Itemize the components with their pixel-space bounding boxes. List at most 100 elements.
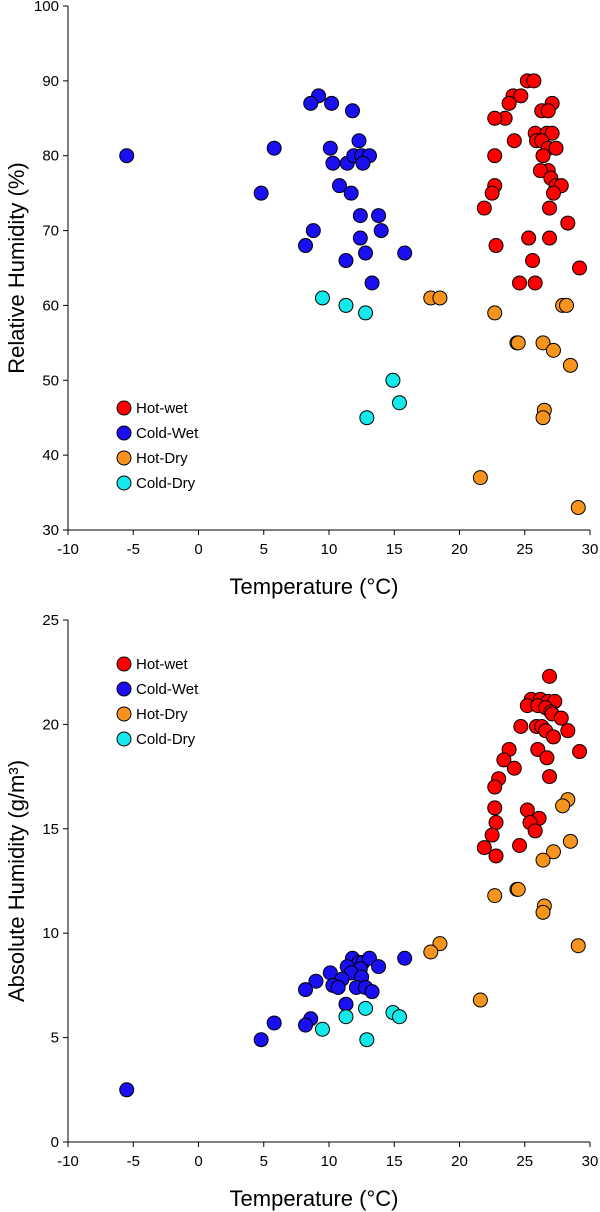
- data-point: [119, 148, 135, 164]
- x-tick-label: 25: [516, 1153, 533, 1170]
- data-point: [253, 185, 269, 201]
- data-point: [572, 260, 588, 276]
- series-hot-dry: [423, 792, 586, 1008]
- x-tick-label: 15: [386, 1153, 403, 1170]
- y-axis-title: Relative Humidity (%): [4, 162, 29, 374]
- data-point: [391, 395, 407, 411]
- data-point: [322, 140, 338, 156]
- y-tick-label: 80: [42, 148, 59, 165]
- data-point: [355, 155, 371, 171]
- data-point: [298, 982, 314, 998]
- data-point: [119, 1082, 135, 1098]
- x-tick-label: 10: [321, 541, 338, 558]
- legend-label: Hot-wet: [136, 400, 189, 417]
- data-point: [542, 200, 558, 216]
- data-point: [352, 230, 368, 246]
- data-point: [488, 848, 504, 864]
- data-point: [487, 888, 503, 904]
- data-point: [545, 342, 561, 358]
- y-tick-label: 5: [51, 1030, 59, 1047]
- data-point: [423, 944, 439, 960]
- legend-marker: [116, 400, 132, 416]
- data-point: [526, 73, 542, 89]
- x-tick-label: -10: [57, 541, 79, 558]
- y-tick-label: 15: [42, 821, 59, 838]
- data-point: [521, 230, 537, 246]
- series-cold-dry: [314, 290, 407, 426]
- y-tick-label: 90: [42, 73, 59, 90]
- legend: Hot-wet Cold-Wet Hot-Dry Cold-Dry: [116, 656, 199, 748]
- data-point: [325, 155, 341, 171]
- series-hot-wet: [476, 668, 588, 864]
- legend-marker: [116, 425, 132, 441]
- data-point: [371, 208, 387, 224]
- legend-marker: [116, 681, 132, 697]
- x-tick-label: 20: [451, 1153, 468, 1170]
- x-tick-label: -5: [127, 1153, 140, 1170]
- x-axis-title: Temperature (°C): [230, 574, 399, 599]
- x-tick-label: -5: [127, 541, 140, 558]
- legend-marker: [116, 450, 132, 466]
- data-point: [314, 1021, 330, 1037]
- legend-label: Cold-Wet: [136, 681, 199, 698]
- x-tick-label: -10: [57, 1153, 79, 1170]
- data-point: [506, 760, 522, 776]
- y-tick-label: 25: [42, 612, 59, 629]
- data-point: [308, 973, 324, 989]
- data-point: [344, 103, 360, 119]
- data-point: [472, 470, 488, 486]
- data-point: [559, 297, 575, 313]
- data-point: [535, 904, 551, 920]
- data-point: [535, 148, 551, 164]
- legend-label: Cold-Dry: [136, 475, 196, 492]
- data-point: [487, 110, 503, 126]
- legend-marker: [116, 475, 132, 491]
- legend-marker: [116, 706, 132, 722]
- data-point: [560, 215, 576, 231]
- y-tick-label: 60: [42, 297, 59, 314]
- data-point: [560, 723, 576, 739]
- data-point: [487, 305, 503, 321]
- data-point: [496, 752, 512, 768]
- data-point: [330, 979, 346, 995]
- x-tick-label: 20: [451, 541, 468, 558]
- data-point: [432, 290, 448, 306]
- data-point: [535, 335, 551, 351]
- series-cold-dry: [314, 1000, 407, 1048]
- data-point: [358, 305, 374, 321]
- data-point: [572, 744, 588, 760]
- data-point: [488, 815, 504, 831]
- data-point: [562, 833, 578, 849]
- x-tick-label: 5: [260, 1153, 268, 1170]
- x-tick-label: 0: [194, 1153, 202, 1170]
- data-point: [484, 827, 500, 843]
- data-point: [542, 230, 558, 246]
- data-point: [397, 950, 413, 966]
- x-axis-title: Temperature (°C): [230, 1186, 399, 1211]
- data-point: [513, 718, 529, 734]
- data-point: [512, 275, 528, 291]
- data-point: [352, 208, 368, 224]
- data-point: [298, 1017, 314, 1033]
- x-tick-label: 5: [260, 541, 268, 558]
- data-point: [358, 1000, 374, 1016]
- series-cold-wet: [119, 88, 413, 291]
- data-point: [555, 798, 571, 814]
- legend-label: Cold-Dry: [136, 731, 196, 748]
- y-tick-label: 40: [42, 447, 59, 464]
- data-point: [351, 133, 367, 149]
- series-hot-wet: [476, 73, 588, 291]
- data-point: [314, 290, 330, 306]
- data-point: [501, 95, 517, 111]
- data-point: [266, 140, 282, 156]
- legend-marker: [116, 731, 132, 747]
- data-point: [519, 802, 535, 818]
- data-point: [338, 1009, 354, 1025]
- series-cold-wet: [119, 950, 413, 1098]
- data-point: [266, 1015, 282, 1031]
- data-point: [544, 125, 560, 141]
- legend-label: Hot-Dry: [136, 706, 188, 723]
- data-point: [553, 710, 569, 726]
- data-point: [298, 238, 314, 254]
